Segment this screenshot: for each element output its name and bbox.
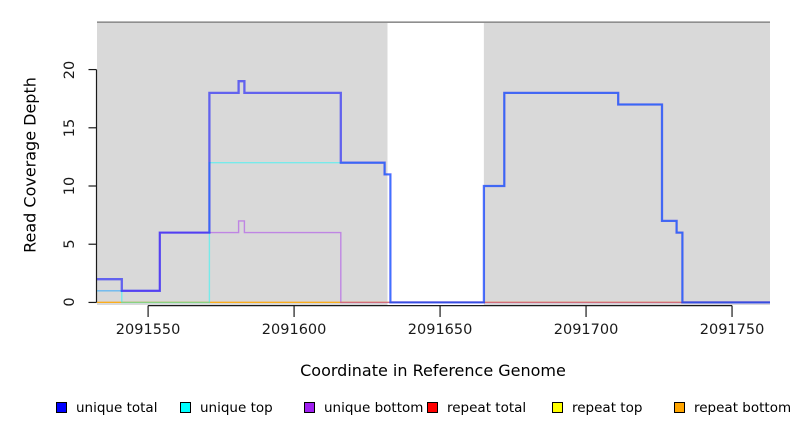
y-tick-label: 10 (62, 176, 78, 196)
x-tick-label: 2091750 (699, 322, 765, 338)
y-tick-label: 5 (62, 239, 78, 249)
legend-swatch-repeat-total (427, 402, 438, 413)
legend-label: repeat bottom (694, 399, 792, 416)
legend-label: repeat top (572, 399, 643, 416)
x-tick-label: 2091550 (115, 322, 181, 338)
legend-item-unique-top: unique top (180, 399, 273, 416)
x-axis-title: Coordinate in Reference Genome (300, 361, 566, 380)
legend-item-unique-total: unique total (56, 399, 157, 416)
y-tick-label: 15 (62, 118, 78, 138)
series-line-unique-total (97, 80, 770, 304)
x-tick-label: 2091700 (553, 322, 619, 338)
x-tick-label: 2091650 (407, 322, 473, 338)
legend: unique total unique top unique bottom repea… (0, 399, 792, 419)
legend-label: unique top (200, 399, 273, 416)
y-axis-title: Read Coverage Depth (20, 77, 40, 253)
legend-swatch-repeat-bottom (674, 402, 685, 413)
legend-label: repeat total (447, 399, 527, 416)
legend-swatch-unique-bottom (304, 402, 315, 413)
legend-swatch-unique-top (180, 402, 191, 413)
y-tick-label: 0 (62, 297, 78, 308)
x-tick-label: 2091600 (261, 322, 327, 338)
legend-label: unique total (76, 399, 158, 416)
legend-swatch-repeat-top (552, 402, 563, 413)
legend-swatch-unique-total (56, 402, 67, 413)
legend-item-unique-bottom: unique bottom (304, 399, 423, 416)
masked-region (387, 23, 484, 305)
y-tick-label: 20 (62, 60, 78, 79)
legend-item-repeat-total: repeat total (427, 399, 526, 416)
legend-item-repeat-bottom: repeat bottom (674, 399, 791, 416)
legend-item-repeat-top: repeat top (552, 399, 642, 416)
legend-label: unique bottom (324, 399, 424, 416)
